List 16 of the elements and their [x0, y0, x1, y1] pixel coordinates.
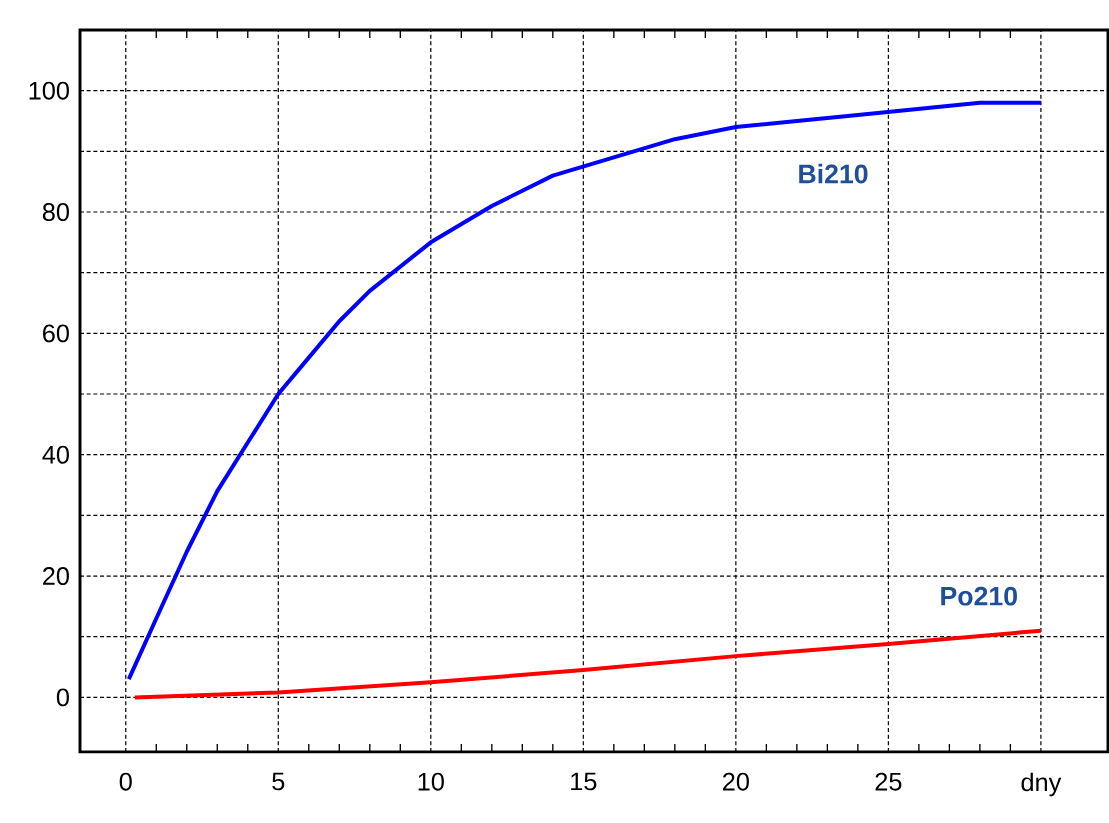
y-tick-label: 100 [29, 81, 69, 100]
x-tick-label: 20 [723, 772, 749, 791]
series-label: Po210 [941, 586, 1017, 606]
x-tick-label: 10 [418, 772, 444, 791]
x-tick-label: 15 [571, 772, 597, 791]
y-tick-label: 80 [42, 203, 69, 221]
x-tick-label: 5 [272, 772, 285, 791]
y-tick-label: 40 [42, 445, 69, 464]
x-tick-label: 25 [875, 772, 902, 791]
y-tick-label: 20 [43, 567, 69, 586]
series-label: Bi210 [799, 163, 868, 184]
y-tick-label: 60 [43, 324, 69, 343]
y-tick-label: 0 [56, 688, 69, 707]
line-series [132, 628, 1043, 700]
x-tick-label: dny [1021, 772, 1062, 797]
x-tick-label: 0 [119, 772, 132, 791]
